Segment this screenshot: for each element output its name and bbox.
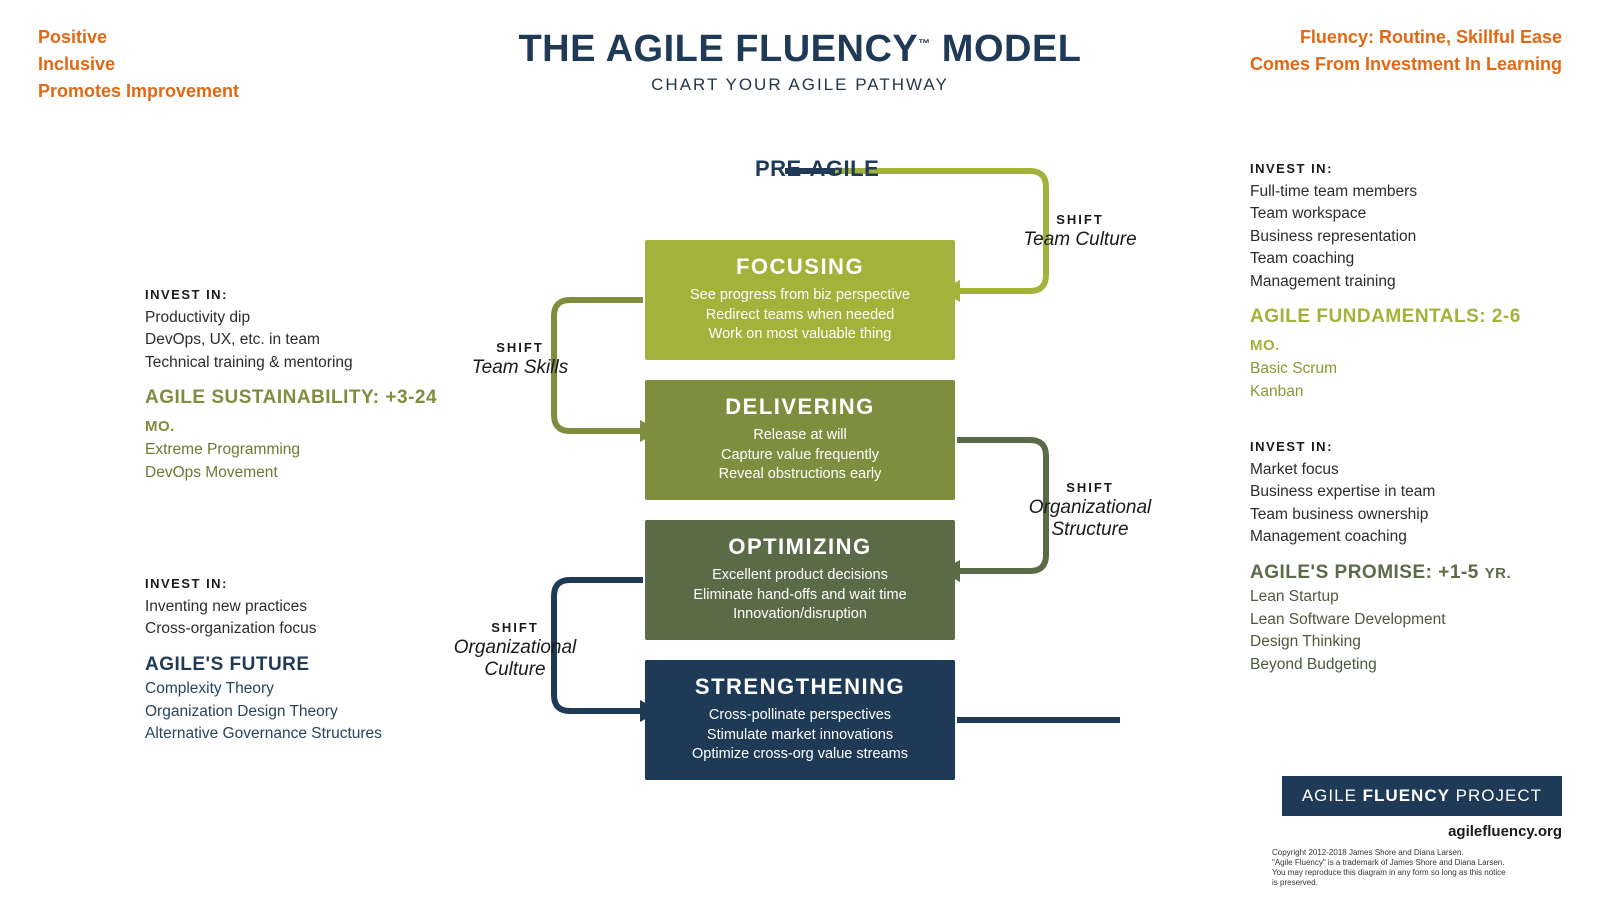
sr2-i1: Business expertise in team [1250,481,1550,503]
stage-delivering-l1: Capture value frequently [657,446,943,466]
sl1-i1: DevOps, UX, etc. in team [145,329,445,351]
invest-hdr: INVEST IN: [1250,160,1550,179]
sr1-unit: MO. [1250,337,1280,354]
shift-label: SHIFT [1005,212,1155,227]
sr1-i2: Business representation [1250,226,1550,248]
sr1-m0: Basic Scrum [1250,358,1550,380]
sr2-m3: Beyond Budgeting [1250,654,1550,676]
stage-delivering-l2: Reveal obstructions early [657,465,943,485]
sl2-title: AGILE'S FUTURE [145,654,310,675]
stage-strengthening-l2: Optimize cross-org value streams [657,745,943,765]
shift-label: SHIFT [445,340,595,355]
stage-optimizing: OPTIMIZING Excellent product decisions E… [645,520,955,640]
badge-bold: FLUENCY [1363,786,1450,805]
corner-right: Fluency: Routine, Skillful Ease Comes Fr… [1250,24,1562,78]
sr2-i0: Market focus [1250,459,1550,481]
sr1-i4: Management training [1250,271,1550,293]
sr1-i1: Team workspace [1250,203,1550,225]
sr2-unit: YR. [1485,565,1512,582]
stage-optimizing-l0: Excellent product decisions [657,566,943,586]
sr1-title: AGILE FUNDAMENTALS: [1250,306,1486,327]
stage-strengthening-l1: Stimulate market innovations [657,726,943,746]
shift-team-culture: SHIFT Team Culture [1005,212,1155,251]
sl2-m2: Alternative Governance Structures [145,723,465,745]
trademark: ™ [918,36,931,50]
corner-right-0: Fluency: Routine, Skillful Ease [1250,24,1562,51]
sr2-i3: Management coaching [1250,526,1550,548]
invest-hdr: INVEST IN: [1250,438,1550,457]
sl1-unit: MO. [145,418,175,435]
corner-left-0: Positive [38,24,239,51]
stage-focusing-l2: Work on most valuable thing [657,325,943,345]
corner-left-1: Inclusive [38,51,239,78]
shift-team-skills: SHIFT Team Skills [445,340,595,379]
corner-left-2: Promotes Improvement [38,78,239,105]
shift-team-skills-val: Team Skills [445,357,595,379]
stage-focusing-title: FOCUSING [657,254,943,280]
stage-optimizing-l1: Eliminate hand-offs and wait time [657,586,943,606]
stage-optimizing-l2: Innovation/disruption [657,605,943,625]
sl2-m1: Organization Design Theory [145,701,465,723]
corner-right-1: Comes From Investment In Learning [1250,51,1562,78]
sr2-dur: +1-5 [1438,562,1479,583]
sr1-i3: Team coaching [1250,248,1550,270]
stage-delivering-l0: Release at will [657,426,943,446]
sl1-i0: Productivity dip [145,307,445,329]
stage-strengthening-title: STRENGTHENING [657,674,943,700]
subtitle: CHART YOUR AGILE PATHWAY [0,75,1600,95]
invest-hdr: INVEST IN: [145,575,465,594]
sl1-title: AGILE SUSTAINABILITY: [145,387,380,408]
footer-copyright: Copyright 2012-2018 James Shore and Dian… [1272,848,1562,888]
sl1-m0: Extreme Programming [145,439,445,461]
sl1-i2: Technical training & mentoring [145,352,445,374]
sl2-i0: Inventing new practices [145,596,465,618]
side-right-2: INVEST IN: Market focus Business experti… [1250,438,1550,676]
stage-strengthening: STRENGTHENING Cross-pollinate perspectiv… [645,660,955,780]
title-pre: THE AGILE FLUENCY [518,28,918,70]
footer-badge: AGILE FLUENCY PROJECT [1282,776,1562,816]
shift-team-culture-val: Team Culture [1005,229,1155,251]
sl2-m0: Complexity Theory [145,678,465,700]
shift-label: SHIFT [1005,480,1175,495]
shift-org-structure: SHIFT Organizational Structure [1005,480,1175,541]
sr1-m1: Kanban [1250,381,1550,403]
side-left-1: INVEST IN: Productivity dip DevOps, UX, … [145,286,445,484]
sr2-m1: Lean Software Development [1250,609,1550,631]
side-left-2: INVEST IN: Inventing new practices Cross… [145,575,465,746]
stage-strengthening-l0: Cross-pollinate perspectives [657,706,943,726]
badge-post: PROJECT [1450,786,1542,805]
sr2-m0: Lean Startup [1250,586,1550,608]
sr2-i2: Team business ownership [1250,504,1550,526]
sr1-i0: Full-time team members [1250,181,1550,203]
side-right-1: INVEST IN: Full-time team members Team w… [1250,160,1550,403]
stage-focusing-l1: Redirect teams when needed [657,306,943,326]
stage-delivering: DELIVERING Release at will Capture value… [645,380,955,500]
sr1-dur: 2-6 [1492,306,1521,327]
corner-left: Positive Inclusive Promotes Improvement [38,24,239,105]
badge-pre: AGILE [1302,786,1363,805]
sl2-i1: Cross-organization focus [145,618,465,640]
stage-optimizing-title: OPTIMIZING [657,534,943,560]
footer-url: agilefluency.org [1448,823,1562,840]
sr2-m2: Design Thinking [1250,631,1550,653]
stage-focusing-l0: See progress from biz perspective [657,286,943,306]
stage-focusing: FOCUSING See progress from biz perspecti… [645,240,955,360]
sl1-dur: +3-24 [385,387,437,408]
sr2-title: AGILE'S PROMISE: [1250,562,1432,583]
shift-org-structure-val: Organizational Structure [1005,497,1175,541]
invest-hdr: INVEST IN: [145,286,445,305]
title-post: MODEL [931,28,1082,70]
preagile-label: PRE-AGILE [755,156,879,182]
stage-delivering-title: DELIVERING [657,394,943,420]
sl1-m1: DevOps Movement [145,462,445,484]
